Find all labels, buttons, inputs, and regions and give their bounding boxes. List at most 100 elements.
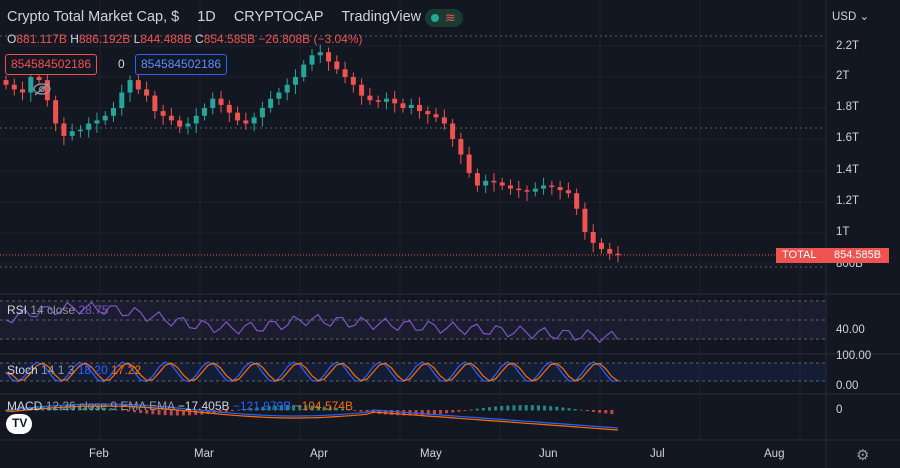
macd-histogram-bar — [457, 410, 461, 412]
candle-body — [276, 92, 282, 99]
price-tick: 1.2T — [836, 195, 860, 207]
close-value: 854.585B — [203, 32, 256, 46]
stoch-d-line — [5, 362, 619, 382]
candle-body — [135, 80, 141, 90]
candle-body — [408, 104, 414, 108]
candle-body — [259, 108, 265, 118]
candle-body — [235, 112, 241, 121]
candle-body — [119, 92, 125, 108]
market-status-badge[interactable]: ≋ — [425, 9, 463, 27]
macd-histogram-bar — [194, 410, 198, 415]
macd-histogram-bar — [445, 410, 449, 414]
macd-histogram-bar — [35, 406, 39, 411]
symbol-title[interactable]: Crypto Total Market Cap, $ — [7, 9, 180, 25]
chevron-down-icon: ⌄ — [859, 11, 870, 23]
macd-histogram-bar — [549, 406, 553, 411]
price-tick: 1T — [836, 226, 850, 238]
stoch-name: Stoch — [7, 363, 38, 377]
candle-body — [499, 182, 505, 186]
time-tick: Feb — [89, 448, 109, 460]
candle-body — [251, 117, 257, 124]
bid-value-box[interactable]: 854584502186 — [5, 54, 98, 75]
interval-label[interactable]: 1D — [197, 9, 216, 25]
candle-body — [317, 52, 323, 56]
candle-body — [590, 232, 596, 243]
exchange-label: CRYPTOCAP — [233, 9, 324, 25]
macd-histogram-bar — [463, 410, 467, 411]
symbol-tag: TOTAL — [782, 249, 817, 261]
macd-histogram-bar — [157, 410, 161, 415]
rsi-legend[interactable]: RSI 14 close 28.75 — [7, 303, 108, 317]
candle-body — [127, 80, 133, 93]
candle-body — [168, 115, 174, 121]
hide-eye-icon[interactable] — [33, 82, 51, 96]
candle-body — [44, 80, 50, 101]
last-price-value: 854.585B — [834, 249, 882, 261]
candle-body — [36, 77, 42, 81]
macd-legend[interactable]: MACD 12 26 close 9 EMA EMA −17.405B −121… — [7, 399, 353, 413]
time-tick: Jun — [539, 448, 558, 460]
rsi-axis-label: 40.00 — [836, 324, 865, 336]
open-key: O — [7, 32, 17, 46]
candle-body — [292, 77, 298, 85]
stoch-params: 14 1 3 — [41, 363, 75, 377]
macd-histogram-bar — [230, 410, 234, 412]
candle-body — [565, 190, 571, 194]
macd-histogram-bar — [598, 410, 602, 413]
macd-histogram-bar — [555, 406, 559, 411]
macd-histogram-bar — [267, 406, 271, 411]
close-key: C — [195, 32, 204, 46]
stoch-d-value: 17.22 — [111, 363, 142, 377]
price-tick: 2.2T — [836, 40, 860, 52]
candle-body — [458, 139, 464, 155]
candle-body — [226, 104, 232, 113]
tradingview-logo[interactable]: TV — [6, 414, 32, 434]
macd-histogram-bar — [561, 407, 565, 411]
candle-body — [450, 123, 456, 139]
brand-label: TradingView — [341, 9, 422, 25]
macd-histogram-bar — [65, 405, 69, 411]
macd-line — [5, 403, 619, 429]
candle-body — [11, 84, 17, 90]
macd-histogram-bar — [451, 410, 455, 413]
low-key: L — [133, 32, 141, 46]
macd-histogram-bar — [512, 405, 516, 411]
candle-body — [441, 117, 447, 124]
macd-histogram-bar — [439, 410, 443, 414]
macd-histogram-bar — [102, 407, 106, 411]
macd-histogram-bar — [573, 408, 577, 411]
stoch-axis-top: 100.00 — [836, 350, 872, 362]
macd-histogram-bar — [328, 407, 332, 411]
macd-line-value: −121.979B — [232, 399, 292, 413]
macd-histogram-bar — [347, 409, 351, 411]
macd-histogram-bar — [475, 408, 479, 411]
candle-body — [160, 111, 166, 116]
candle-body — [185, 123, 191, 127]
macd-histogram-bar — [120, 410, 124, 411]
candle-body — [326, 52, 332, 62]
macd-histogram-bar — [518, 405, 522, 411]
candle-body — [94, 120, 100, 124]
macd-histogram-bar — [84, 405, 88, 411]
stoch-legend[interactable]: Stoch 14 1 3 18.20 17.22 — [7, 363, 141, 377]
currency-selector[interactable]: USD ⌄ — [832, 9, 869, 23]
candle-body — [284, 84, 290, 93]
macd-histogram-bar — [604, 410, 608, 414]
gear-icon[interactable]: ⚙ — [856, 447, 870, 464]
rsi-line — [5, 301, 619, 344]
macd-histogram-bar — [383, 410, 387, 415]
macd-histogram-bar — [567, 408, 571, 411]
macd-histogram-bar — [126, 410, 130, 412]
macd-histogram-bar — [163, 410, 167, 416]
candle-body — [301, 64, 307, 77]
candle-body — [375, 100, 381, 102]
candle-body — [77, 129, 83, 132]
candle-body — [177, 120, 183, 127]
ask-value-box[interactable]: 854584502186 — [135, 54, 228, 75]
candle-body — [152, 95, 158, 112]
macd-histogram-bar — [579, 409, 583, 411]
candle-body — [201, 108, 207, 116]
macd-histogram-bar — [279, 405, 283, 411]
candle-body — [474, 173, 480, 186]
